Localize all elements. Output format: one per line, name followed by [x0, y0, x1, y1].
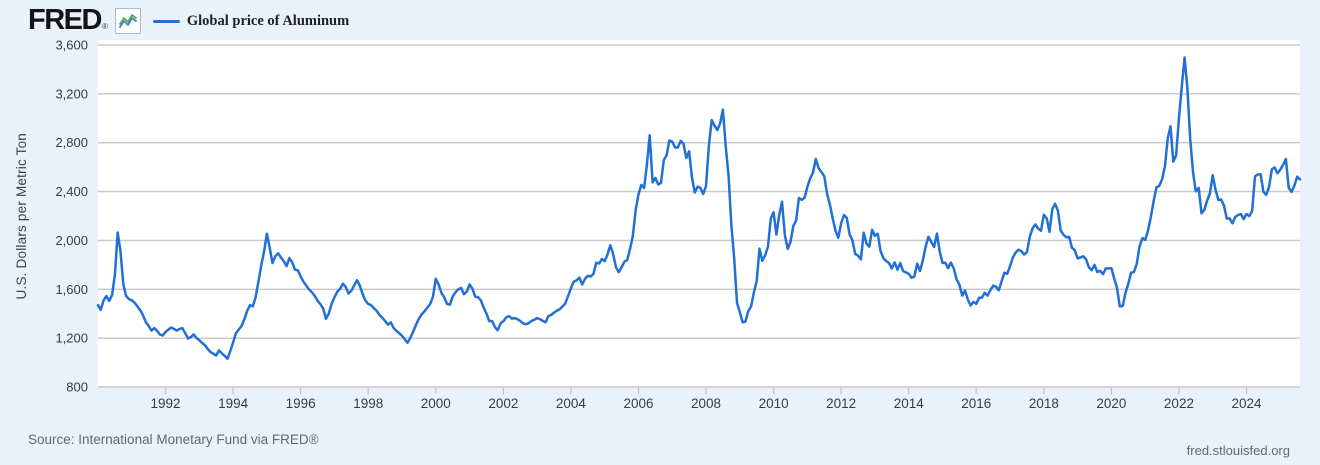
- x-tick-label: 2014: [894, 396, 925, 411]
- y-tick-label: 3,600: [55, 38, 88, 53]
- fred-logo: FRED: [28, 4, 102, 36]
- y-tick-label: 2,000: [55, 233, 88, 248]
- x-tick-label: 2024: [1231, 396, 1262, 411]
- x-tick-label: 1994: [218, 396, 249, 411]
- plot-area: [98, 40, 1300, 388]
- registered-trademark: ®: [101, 22, 108, 31]
- y-tick-label: 1,200: [55, 331, 88, 346]
- y-tick-label: 3,200: [55, 86, 88, 101]
- x-tick-label: 2004: [556, 396, 587, 411]
- chart-header: FRED ® Global price of Aluminum: [28, 4, 350, 36]
- x-tick-label: 2006: [623, 396, 653, 411]
- x-tick-label: 2010: [759, 396, 789, 411]
- y-tick-label: 2,800: [55, 135, 88, 150]
- y-axis-title: U.S. Dollars per Metric Ton: [14, 132, 29, 300]
- legend-line-swatch: [152, 19, 180, 23]
- y-tick-label: 800: [66, 380, 88, 395]
- legend-item: Global price of Aluminum: [152, 12, 350, 30]
- y-tick-label: 2,400: [55, 184, 88, 199]
- x-tick-label: 2018: [1029, 396, 1059, 411]
- x-tick-label: 2012: [826, 396, 856, 411]
- x-tick-label: 2000: [421, 396, 451, 411]
- fred-site-link[interactable]: fred.stlouisfed.org: [1186, 443, 1290, 458]
- fred-chart-icon: [114, 8, 141, 34]
- x-tick-label: 2022: [1164, 396, 1194, 411]
- legend-label: Global price of Aluminum: [186, 12, 350, 29]
- x-tick-label: 2016: [961, 396, 991, 411]
- x-tick-label: 1998: [353, 396, 383, 411]
- price-line-series: [96, 56, 1302, 360]
- x-tick-label: 1996: [286, 396, 316, 411]
- sparkline-icon: [118, 14, 137, 28]
- y-tick-label: 1,600: [55, 282, 88, 297]
- x-tick-label: 2008: [691, 396, 721, 411]
- x-tick-label: 1992: [151, 396, 181, 411]
- source-note: Source: International Monetary Fund via …: [28, 432, 319, 447]
- x-tick-label: 2002: [488, 396, 518, 411]
- x-tick-label: 2020: [1096, 396, 1126, 411]
